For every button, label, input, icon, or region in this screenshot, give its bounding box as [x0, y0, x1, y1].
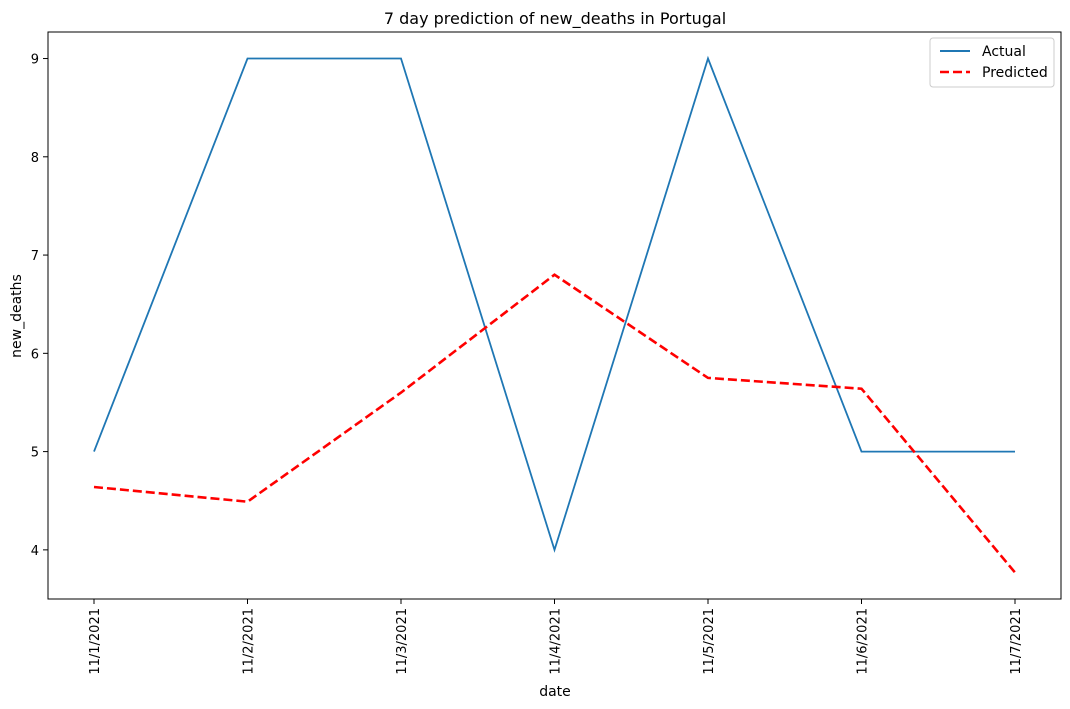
y-axis: 4 5 6 7 8 9: [31, 53, 48, 559]
legend-label-actual: Actual: [982, 44, 1026, 60]
x-tick-label: 11/3/2021: [395, 608, 410, 675]
x-axis-label: date: [539, 684, 571, 700]
x-tick-label: 11/7/2021: [1009, 608, 1024, 675]
x-tick-label: 11/1/2021: [88, 608, 103, 675]
series-line-predicted: [93, 273, 1016, 574]
y-tick-label: 4: [31, 544, 39, 559]
x-axis: 11/1/2021 11/2/2021 11/3/2021 11/4/2021 11/5…: [88, 599, 1024, 675]
chart-title: 7 day prediction of new_deaths in Portug…: [384, 9, 726, 29]
legend: Actual Predicted: [929, 37, 1055, 88]
x-tick-label: 11/5/2021: [702, 608, 717, 675]
y-axis-label: new_deaths: [9, 274, 25, 358]
x-tick-label: 11/2/2021: [242, 608, 257, 675]
series-line-actual: [93, 55, 1015, 553]
series-group: [93, 55, 1016, 574]
y-tick-label: 9: [31, 53, 39, 68]
y-tick-label: 5: [31, 446, 39, 461]
x-tick-label: 11/4/2021: [549, 608, 564, 675]
y-tick-label: 6: [31, 347, 39, 362]
x-tick-label: 11/6/2021: [856, 608, 871, 675]
y-tick-label: 8: [31, 151, 39, 166]
y-tick-label: 7: [31, 249, 39, 264]
plot-area: [47, 31, 1062, 600]
legend-label-predicted: Predicted: [982, 65, 1048, 81]
